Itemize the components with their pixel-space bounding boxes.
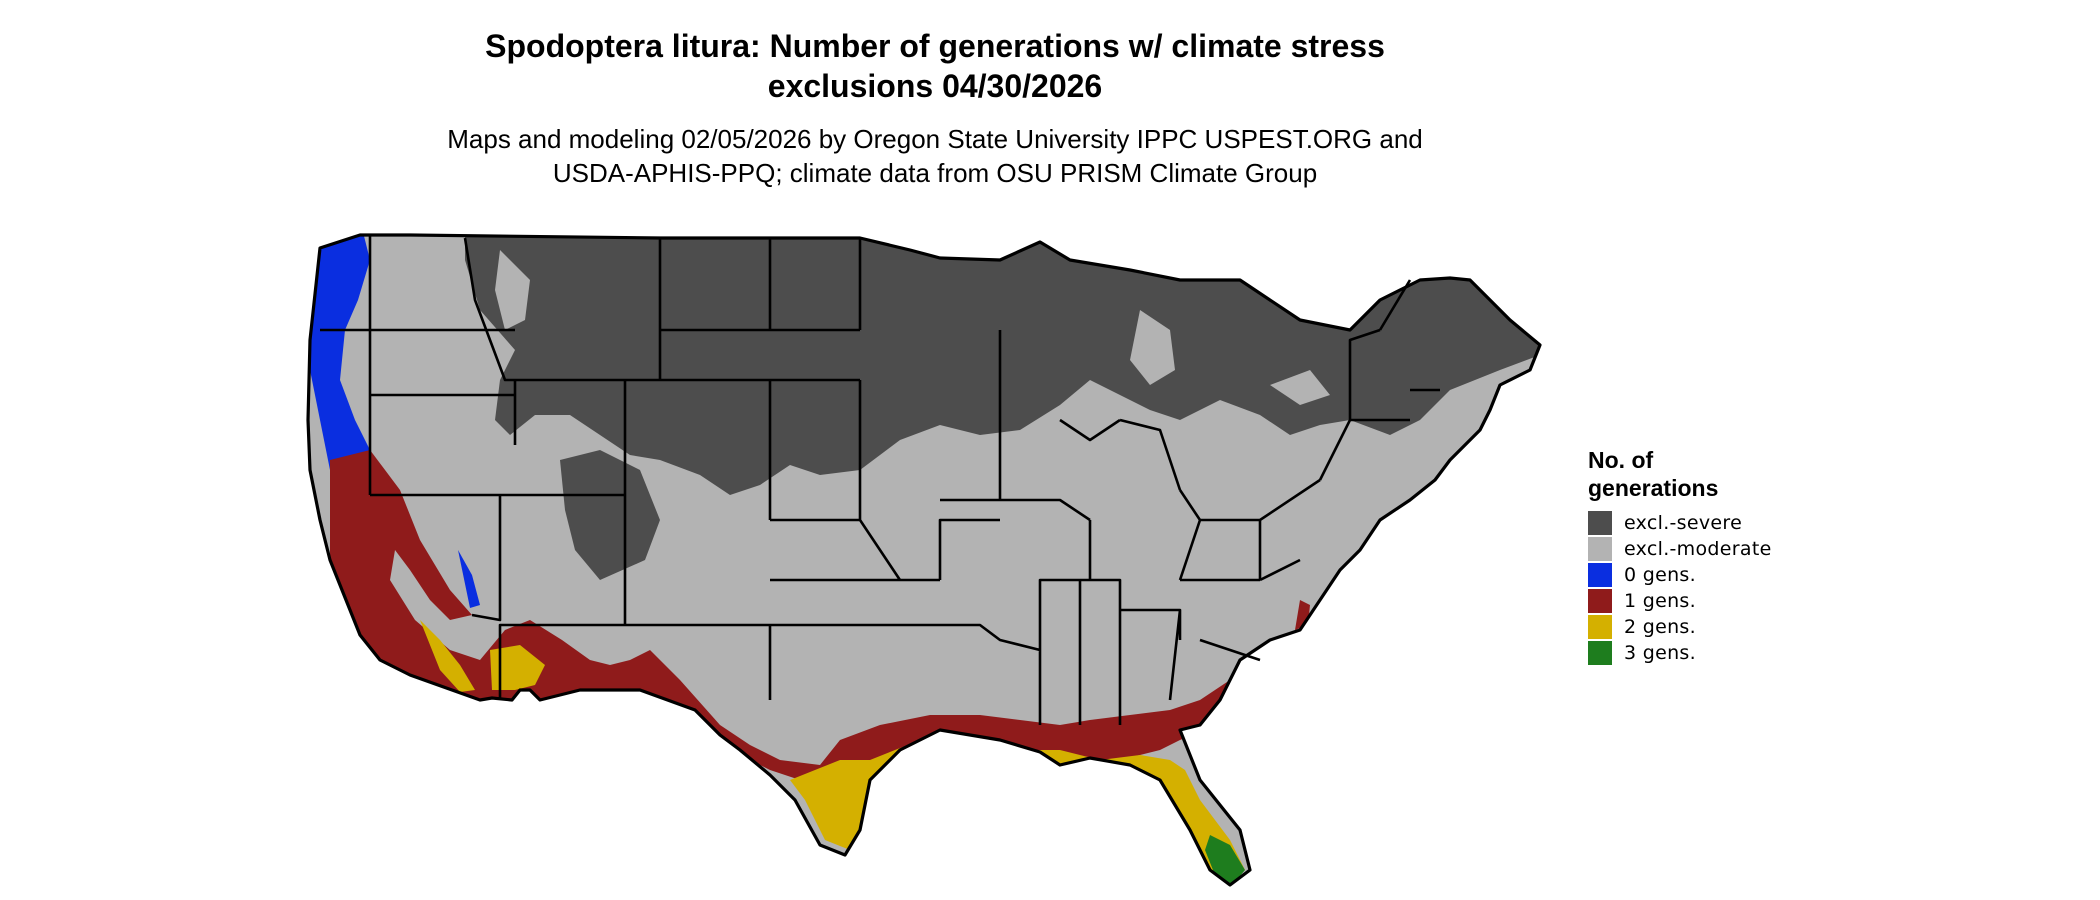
legend-item: 3 gens. xyxy=(1588,640,1772,666)
legend-item: 0 gens. xyxy=(1588,562,1772,588)
legend-label: excl.-moderate xyxy=(1624,538,1772,560)
legend-label: 0 gens. xyxy=(1624,564,1696,586)
us-generations-map xyxy=(306,233,1542,887)
legend-swatch xyxy=(1588,641,1612,665)
legend-swatch xyxy=(1588,563,1612,587)
legend-label: excl.-severe xyxy=(1624,512,1743,534)
legend-item: excl.-moderate xyxy=(1588,536,1772,562)
state-borders xyxy=(306,233,1542,887)
legend-title-line-2: generations xyxy=(1588,475,1719,501)
legend-title: No. of generations xyxy=(1588,446,1772,502)
map-subtitle: Maps and modeling 02/05/2026 by Oregon S… xyxy=(0,122,1870,190)
zone-2-gens xyxy=(420,620,475,692)
subtitle-line-2: USDA-APHIS-PPQ; climate data from OSU PR… xyxy=(552,158,1318,188)
legend-swatch xyxy=(1588,589,1612,613)
legend-swatch xyxy=(1588,615,1612,639)
legend-title-line-1: No. of xyxy=(1588,447,1654,473)
subtitle-line-1: Maps and modeling 02/05/2026 by Oregon S… xyxy=(447,124,1423,154)
legend-label: 1 gens. xyxy=(1624,590,1696,612)
legend-swatch xyxy=(1588,537,1612,561)
legend-item: excl.-severe xyxy=(1588,510,1772,536)
legend-swatch xyxy=(1588,511,1612,535)
title-line-2: exclusions 04/30/2026 xyxy=(767,68,1103,104)
map-title: Spodoptera litura: Number of generations… xyxy=(0,26,1870,106)
legend-label: 3 gens. xyxy=(1624,642,1696,664)
legend-items: excl.-severe excl.-moderate 0 gens. 1 gens.… xyxy=(1588,510,1772,666)
zone-excl-severe-rockies xyxy=(560,450,660,580)
legend: No. of generations excl.-severe excl.-mod… xyxy=(1588,446,1772,666)
legend-item: 2 gens. xyxy=(1588,614,1772,640)
legend-item: 1 gens. xyxy=(1588,588,1772,614)
title-line-1: Spodoptera litura: Number of generations… xyxy=(485,28,1385,64)
legend-label: 2 gens. xyxy=(1624,616,1696,638)
